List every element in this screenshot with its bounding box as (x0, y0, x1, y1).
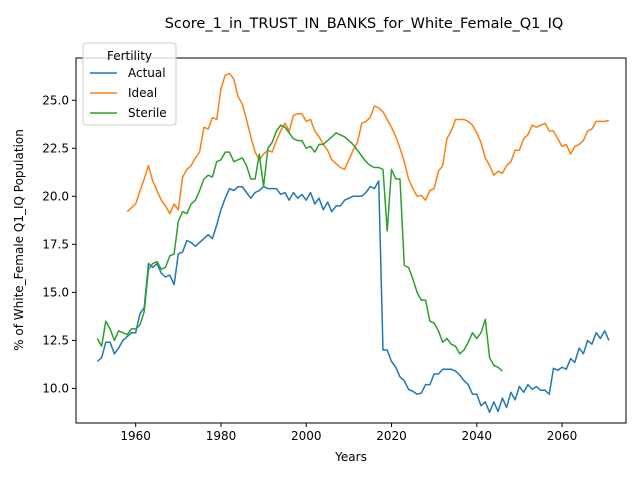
legend-title: Fertility (107, 49, 152, 63)
y-tick-label: 10.0 (42, 381, 69, 395)
y-tick-label: 12.5 (42, 333, 69, 347)
x-tick-label: 2020 (376, 429, 407, 443)
y-axis-label: % of White_Female Q1_IQ Population (12, 129, 26, 351)
y-tick-label: 25.0 (42, 93, 69, 107)
series-line-sterile (96, 124, 503, 372)
series-line-actual (96, 180, 610, 414)
x-tick-label: 1960 (120, 429, 151, 443)
legend-label-ideal: Ideal (128, 86, 157, 100)
legend-label-sterile: Sterile (128, 106, 167, 120)
chart-title: Score_1_in_TRUST_IN_BANKS_for_White_Fema… (165, 16, 564, 32)
y-tick-label: 20.0 (42, 189, 69, 203)
x-tick-label: 1980 (206, 429, 237, 443)
legend: Fertility Actual Ideal Sterile (82, 42, 177, 126)
x-axis: 1960 1980 2000 2020 2040 2060 (120, 423, 577, 443)
x-axis-label: Years (334, 450, 367, 464)
legend-label-actual: Actual (128, 66, 166, 80)
x-tick-label: 2040 (462, 429, 493, 443)
y-tick-label: 15.0 (42, 285, 69, 299)
x-tick-label: 2060 (547, 429, 578, 443)
legend-box (82, 42, 177, 126)
y-axis: 10.0 12.5 15.0 17.5 20.0 22.5 25.0 (42, 93, 76, 395)
y-tick-label: 17.5 (42, 237, 69, 251)
x-tick-label: 2000 (291, 429, 322, 443)
series-layer (96, 72, 610, 414)
series-line-ideal (126, 72, 610, 215)
y-tick-label: 22.5 (42, 141, 69, 155)
plot-frame (75, 57, 627, 424)
